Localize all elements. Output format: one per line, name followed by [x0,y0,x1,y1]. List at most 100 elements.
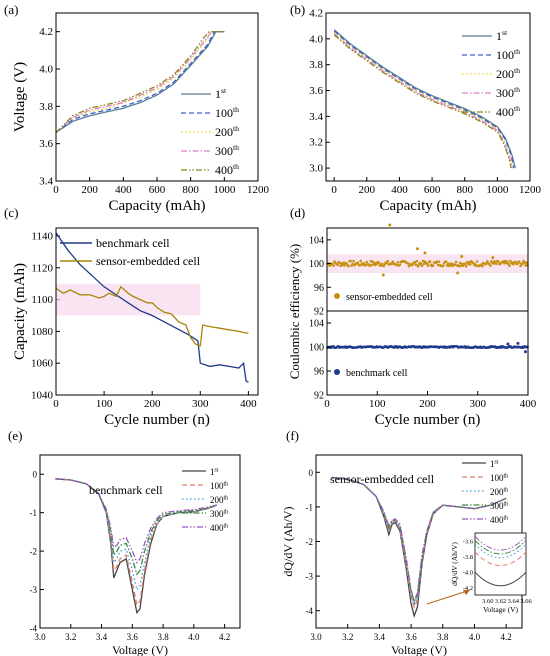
scatter-point [461,264,465,268]
legend-entry: 200th [496,66,520,81]
y-tick-label: 1060 [31,358,54,370]
scatter-point-outlier [388,223,392,227]
panel-label: (e) [8,428,22,443]
legend-entry: 300th [215,143,239,158]
inset-x-tick-label: 3.60 [482,598,493,605]
scatter-point-outlier [423,251,427,255]
scatter-point [331,262,334,265]
x-axis-label: Capacity (mAh) [108,198,205,214]
scatter-point [428,260,432,263]
series-line-2 [333,30,515,169]
inset-x-tick-label: 3.64 [508,598,520,605]
scatter-point [444,260,448,264]
scatter-point [431,264,435,267]
highlight-band [56,283,201,316]
scatter-point [489,264,492,267]
inset-y-tick-label: -3.6 [463,538,474,545]
inset-series-4 [475,539,526,555]
scatter-point-outlier [381,273,385,277]
scatter-point [436,263,440,267]
y-tick-label: 0 [33,470,38,480]
inset-series-5 [475,536,526,551]
scatter-point [508,264,511,268]
x-tick-label: 1000 [486,184,509,196]
scatter-point [358,264,362,267]
x-tick-label: 0 [53,398,59,410]
series-line-4 [333,33,513,169]
scatter-point [332,264,335,268]
scatter-point [421,259,425,263]
inset-series-1 [475,571,526,587]
scatter-point [475,260,479,263]
scatter-point [454,260,458,264]
scatter-point [457,264,461,268]
inset-series-3 [475,543,526,559]
legend-entry: 300th [210,509,228,519]
x-tick-label: 1200 [519,184,542,196]
scatter-point [471,261,475,265]
scatter-point [525,261,528,264]
inset: 3.60 3.62 3.64 3.66 -4.2 -4.0 -3.8 -3.6 Voltage … [426,532,532,614]
x-tick-label: 0 [324,398,330,410]
x-tick-label: 800 [456,184,473,196]
y-tick-label: 1120 [31,262,53,274]
scatter-point [336,263,339,267]
panel-d: 92 96 100 104 sensor-embedded cell 92 96 100 104… [287,205,537,428]
x-tick-label: 200 [81,184,98,196]
x-axis-label: Cycle number (n) [104,412,210,428]
scatter-point [415,259,419,263]
y-tick-label: 1080 [31,326,54,338]
y-tick-label: 3.8 [309,59,323,71]
legend-entry: sensor-embedded cell [96,254,201,268]
inset-arrow [426,589,471,605]
scatter-point [463,262,467,266]
x-tick-label: 1200 [247,184,270,196]
scatter-point [426,264,430,267]
x-tick-label: 3.6 [405,632,417,642]
plot-area [56,232,249,383]
scatter-point [422,262,426,266]
x-tick-label: 4.2 [219,632,230,642]
scatter-point [467,261,471,264]
x-tick-label: 400 [240,398,257,410]
series-line-1 [56,31,225,134]
scatter-point [341,263,344,267]
y-tick-label: 104 [309,319,324,330]
scatter-point [449,262,453,265]
y-tick-label: -2 [306,537,314,547]
scatter-point [369,260,373,263]
inset-x-tick-label: 3.66 [520,598,532,605]
legend-entry: benchmark cell [96,236,170,250]
legend-entry: 400th [210,523,228,533]
x-tick-label: 600 [424,184,441,196]
scatter-point [518,261,521,264]
inset-x-axis-label: Voltage (V) [483,605,519,614]
y-tick-label: 3.4 [39,176,53,188]
x-tick-label: 3.8 [157,632,169,642]
axes-frame [55,12,259,182]
plot-area [55,478,218,615]
x-tick-label: 3.2 [65,632,76,642]
legend-entry: 400th [496,104,520,119]
scatter-point [474,264,478,268]
axes-frame [55,227,259,396]
y-tick-label: 96 [314,367,324,378]
series-line-5 [56,31,225,133]
scatter-point [396,261,400,264]
series-line-5 [333,34,512,169]
x-tick-label: 400 [115,184,132,196]
x-tick-label: 1000 [213,184,236,196]
x-tick-label: 4.0 [469,632,481,642]
scatter-point [524,264,527,267]
scatter-point [485,262,488,265]
scatter-point-outlier [491,256,495,260]
y-tick-label: 3.6 [39,138,53,150]
panel-e: 3.0 3.2 3.4 3.6 3.8 4.0 4.2 -4 -3 -2 -1 0 Voltage (V… [8,428,241,656]
scatter-point [365,260,369,264]
y-tick-label: 0 [309,468,314,478]
scatter-point [342,261,345,265]
x-axis-label: Capacity (mAh) [379,198,476,214]
legend-entry: 1st [490,459,499,469]
scatter-point [349,259,352,263]
plot-area [331,476,507,619]
